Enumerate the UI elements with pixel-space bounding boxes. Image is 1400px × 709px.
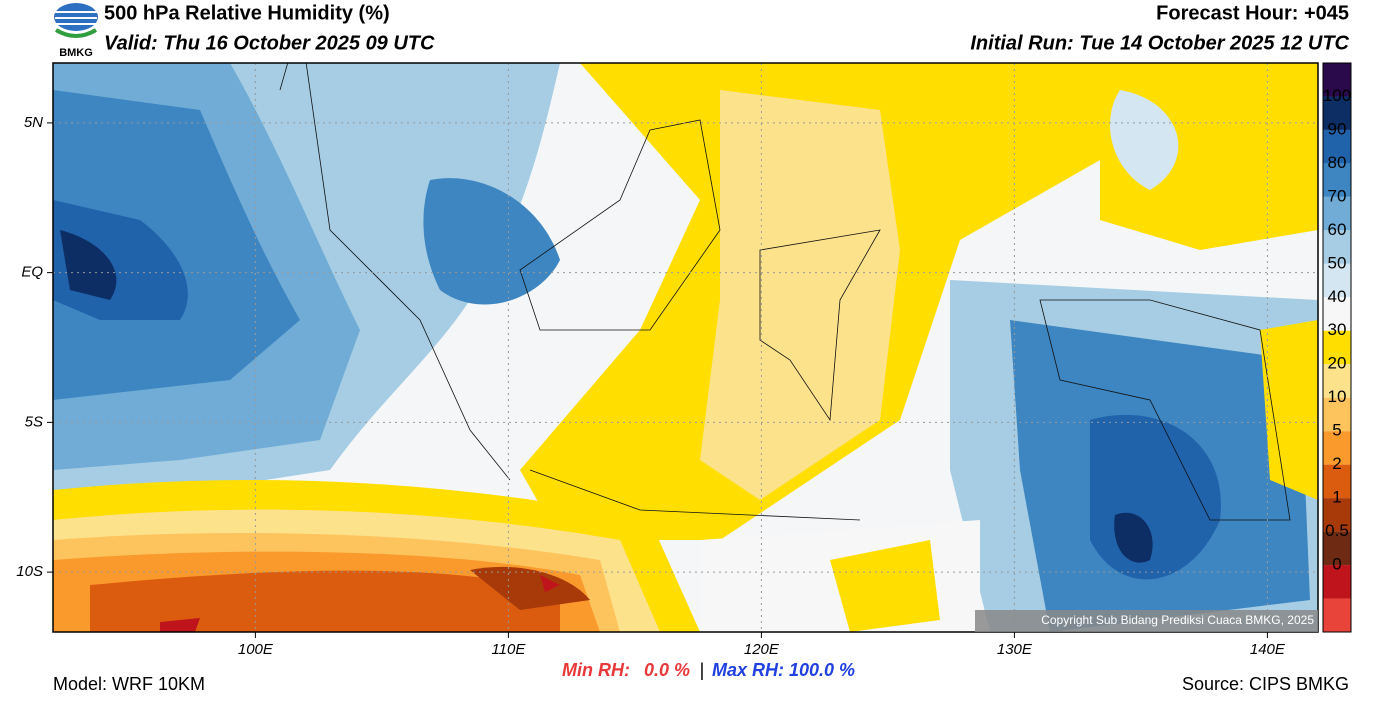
colorbar-bin — [1323, 63, 1351, 97]
min-rh-value: 0.0 % — [644, 660, 690, 680]
colorbar-label: 60 — [1328, 220, 1347, 239]
colorbar-bin — [1323, 364, 1351, 398]
colorbar-bin — [1323, 297, 1351, 331]
colorbar-label: 5 — [1332, 421, 1341, 440]
colorbar-label: 0.5 — [1325, 521, 1349, 540]
colorbar-bin — [1323, 498, 1351, 532]
lat-tick-label: 10S — [16, 563, 43, 580]
colorbar: 100 90 80 70 60 50 40 30 20 10 5 2 1 0.5 0 — [1322, 62, 1352, 633]
lon-tick-label: 100E — [238, 641, 274, 658]
colorbar-label: 2 — [1332, 454, 1341, 473]
valid-time: Valid: Thu 16 October 2025 09 UTC — [104, 32, 435, 54]
initial-run: Initial Run: Tue 14 October 2025 12 UTC — [970, 32, 1349, 54]
lat-tick-label: EQ — [21, 264, 43, 281]
lat-tick-label: 5S — [25, 413, 43, 430]
model: Model: WRF 10KM — [53, 674, 205, 694]
separator: | — [700, 660, 705, 680]
colorbar-bin — [1323, 163, 1351, 197]
map-frame — [52, 62, 1319, 633]
copyright: Copyright Sub Bidang Prediksi Cuaca BMKG… — [1041, 613, 1314, 627]
colorbar-bin — [1323, 464, 1351, 499]
min-rh: Min RH: 0.0 % — [562, 660, 690, 680]
map-field — [53, 63, 1318, 632]
colorbar-bin — [1323, 397, 1351, 432]
colorbar-label: 20 — [1328, 354, 1347, 373]
colorbar-label: 10 — [1328, 387, 1347, 406]
colorbar-bin — [1323, 565, 1351, 599]
max-rh-value: 100.0 % — [789, 660, 855, 680]
colorbar-label: 90 — [1328, 119, 1347, 138]
colorbar-label: 30 — [1328, 320, 1347, 339]
colorbar-frame — [1322, 62, 1352, 633]
colorbar-label: 50 — [1328, 253, 1347, 272]
colorbar-bin — [1323, 263, 1351, 298]
colorbar-bin — [1323, 531, 1351, 566]
colorbar-bin — [1323, 129, 1351, 164]
lon-tick-label: 120E — [744, 641, 780, 658]
title: 500 hPa Relative Humidity (%) — [104, 2, 390, 24]
colorbar-label: 100 — [1323, 86, 1351, 105]
logo-text: BMKG — [59, 47, 93, 59]
min-rh-label: Min RH: — [562, 660, 630, 680]
max-rh: Max RH: 100.0 % — [712, 660, 855, 680]
colorbar-label: 1 — [1332, 488, 1341, 507]
colorbar-label: 40 — [1328, 287, 1347, 306]
colorbar-bin — [1323, 230, 1351, 264]
source: Source: CIPS BMKG — [1182, 674, 1349, 694]
colorbar-bin — [1323, 330, 1351, 365]
map-axes: 100E 110E 120E 130E 140E 5N EQ 5S 10S — [16, 63, 1318, 658]
colorbar-label: 0 — [1332, 555, 1341, 574]
colorbar-bin — [1323, 96, 1351, 130]
max-rh-label: Max RH: — [712, 660, 784, 680]
copyright-box — [975, 610, 1318, 632]
lon-tick-label: 130E — [997, 641, 1033, 658]
colorbar-bin — [1323, 196, 1351, 231]
lon-tick-label: 140E — [1250, 641, 1286, 658]
colorbar-bin — [1323, 598, 1351, 632]
colorbar-bin — [1323, 431, 1351, 465]
logo: BMKG — [54, 3, 98, 59]
colorbar-label: 80 — [1328, 153, 1347, 172]
lon-tick-label: 110E — [491, 641, 526, 658]
forecast-hour: Forecast Hour: +045 — [1156, 2, 1349, 24]
colorbar-label: 70 — [1328, 186, 1347, 205]
lat-tick-label: 5N — [24, 114, 43, 131]
